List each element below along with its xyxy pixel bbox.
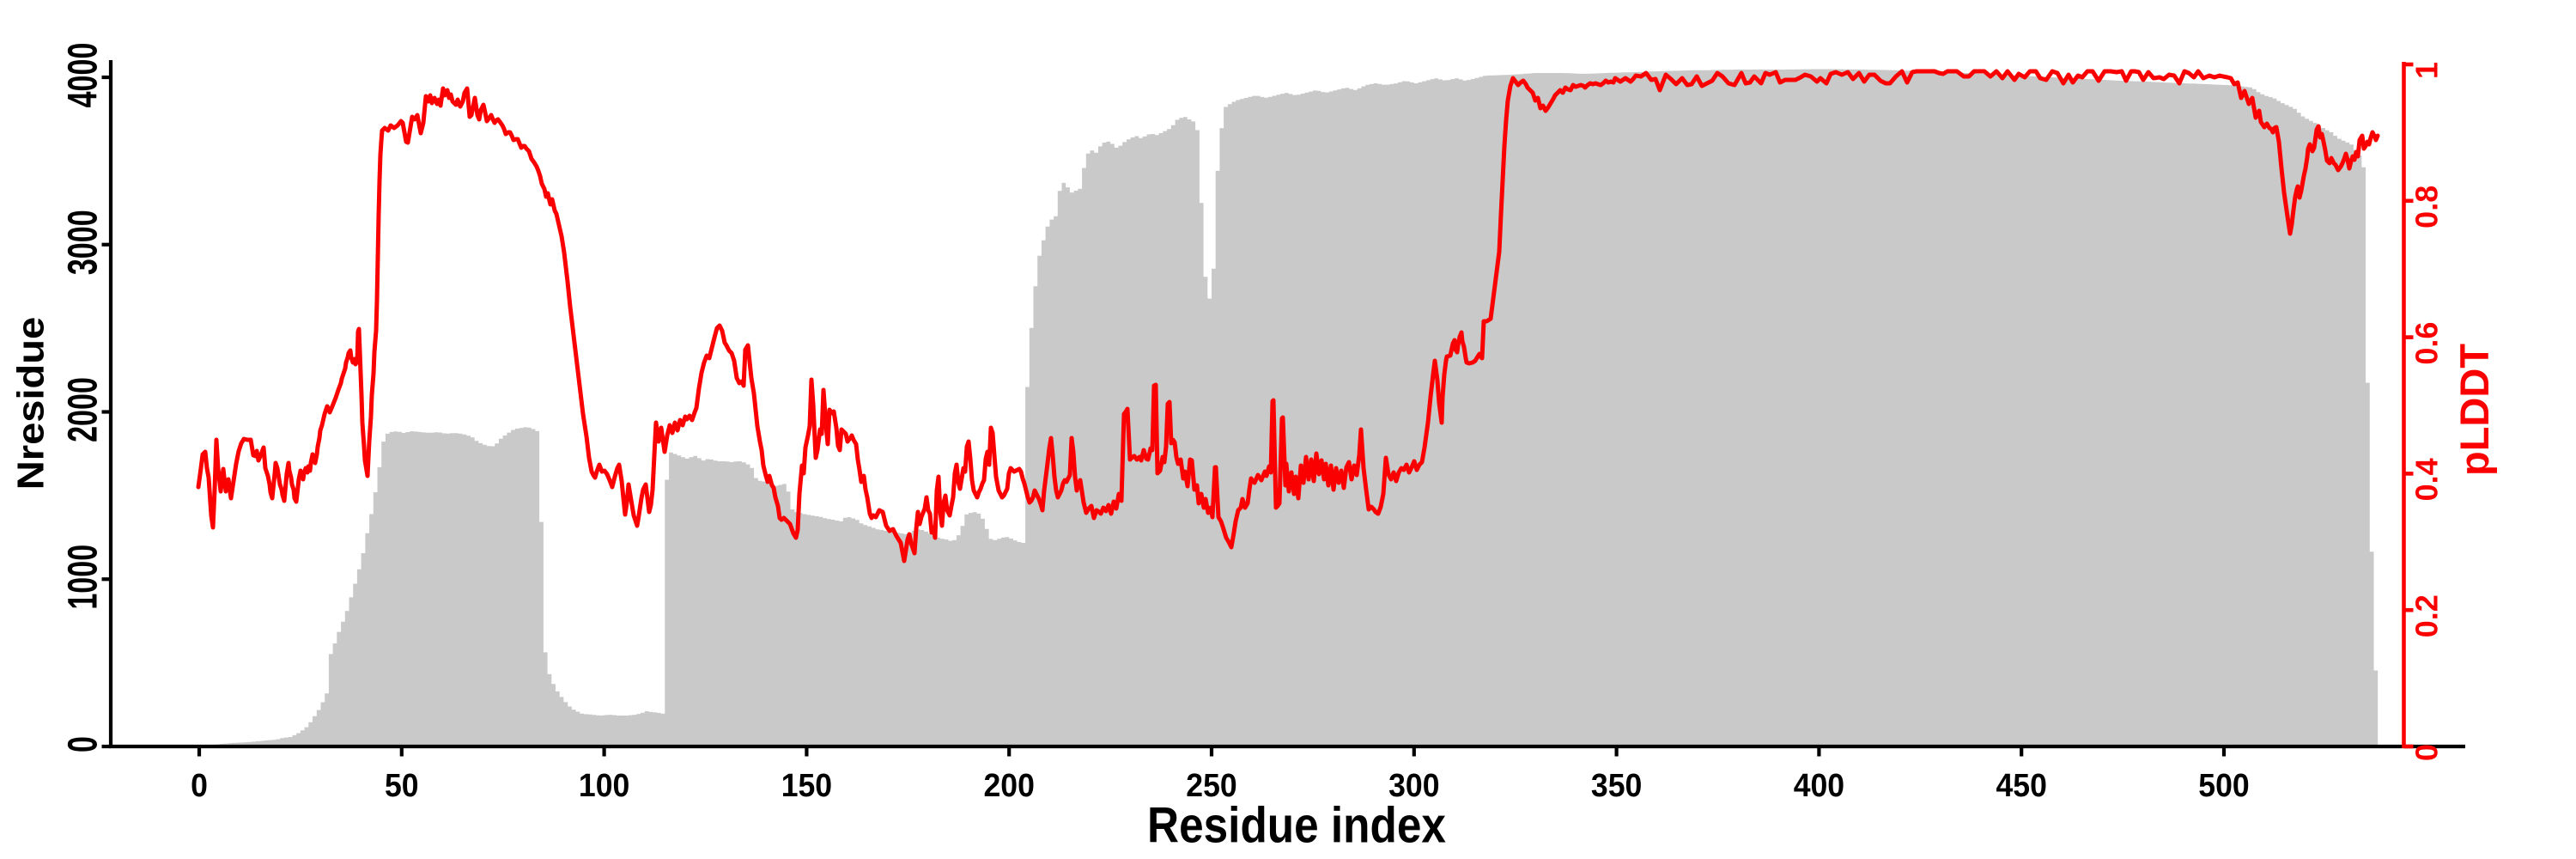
svg-text:250: 250 — [1186, 767, 1236, 803]
svg-text:450: 450 — [1996, 767, 2047, 803]
svg-text:pLDDT: pLDDT — [2451, 344, 2497, 476]
svg-text:Nresidue: Nresidue — [9, 317, 52, 490]
svg-text:0.4: 0.4 — [2409, 458, 2445, 501]
svg-text:4000: 4000 — [59, 43, 106, 108]
svg-text:500: 500 — [2198, 767, 2249, 803]
svg-text:2000: 2000 — [59, 377, 106, 442]
svg-text:1000: 1000 — [59, 545, 106, 610]
svg-text:200: 200 — [984, 767, 1035, 803]
svg-text:50: 50 — [385, 767, 419, 803]
svg-text:0: 0 — [2409, 744, 2445, 761]
svg-text:0.2: 0.2 — [2409, 594, 2445, 637]
svg-text:Residue index: Residue index — [1147, 797, 1446, 854]
svg-text:1: 1 — [2409, 62, 2445, 79]
svg-text:0: 0 — [191, 767, 208, 803]
svg-text:300: 300 — [1388, 767, 1439, 803]
svg-text:150: 150 — [781, 767, 832, 803]
svg-text:350: 350 — [1591, 767, 1642, 803]
svg-text:400: 400 — [1794, 767, 1844, 803]
svg-text:0: 0 — [59, 736, 106, 752]
svg-text:100: 100 — [579, 767, 629, 803]
svg-text:0.6: 0.6 — [2409, 322, 2445, 365]
svg-text:0.8: 0.8 — [2409, 186, 2445, 228]
svg-text:3000: 3000 — [59, 210, 106, 275]
